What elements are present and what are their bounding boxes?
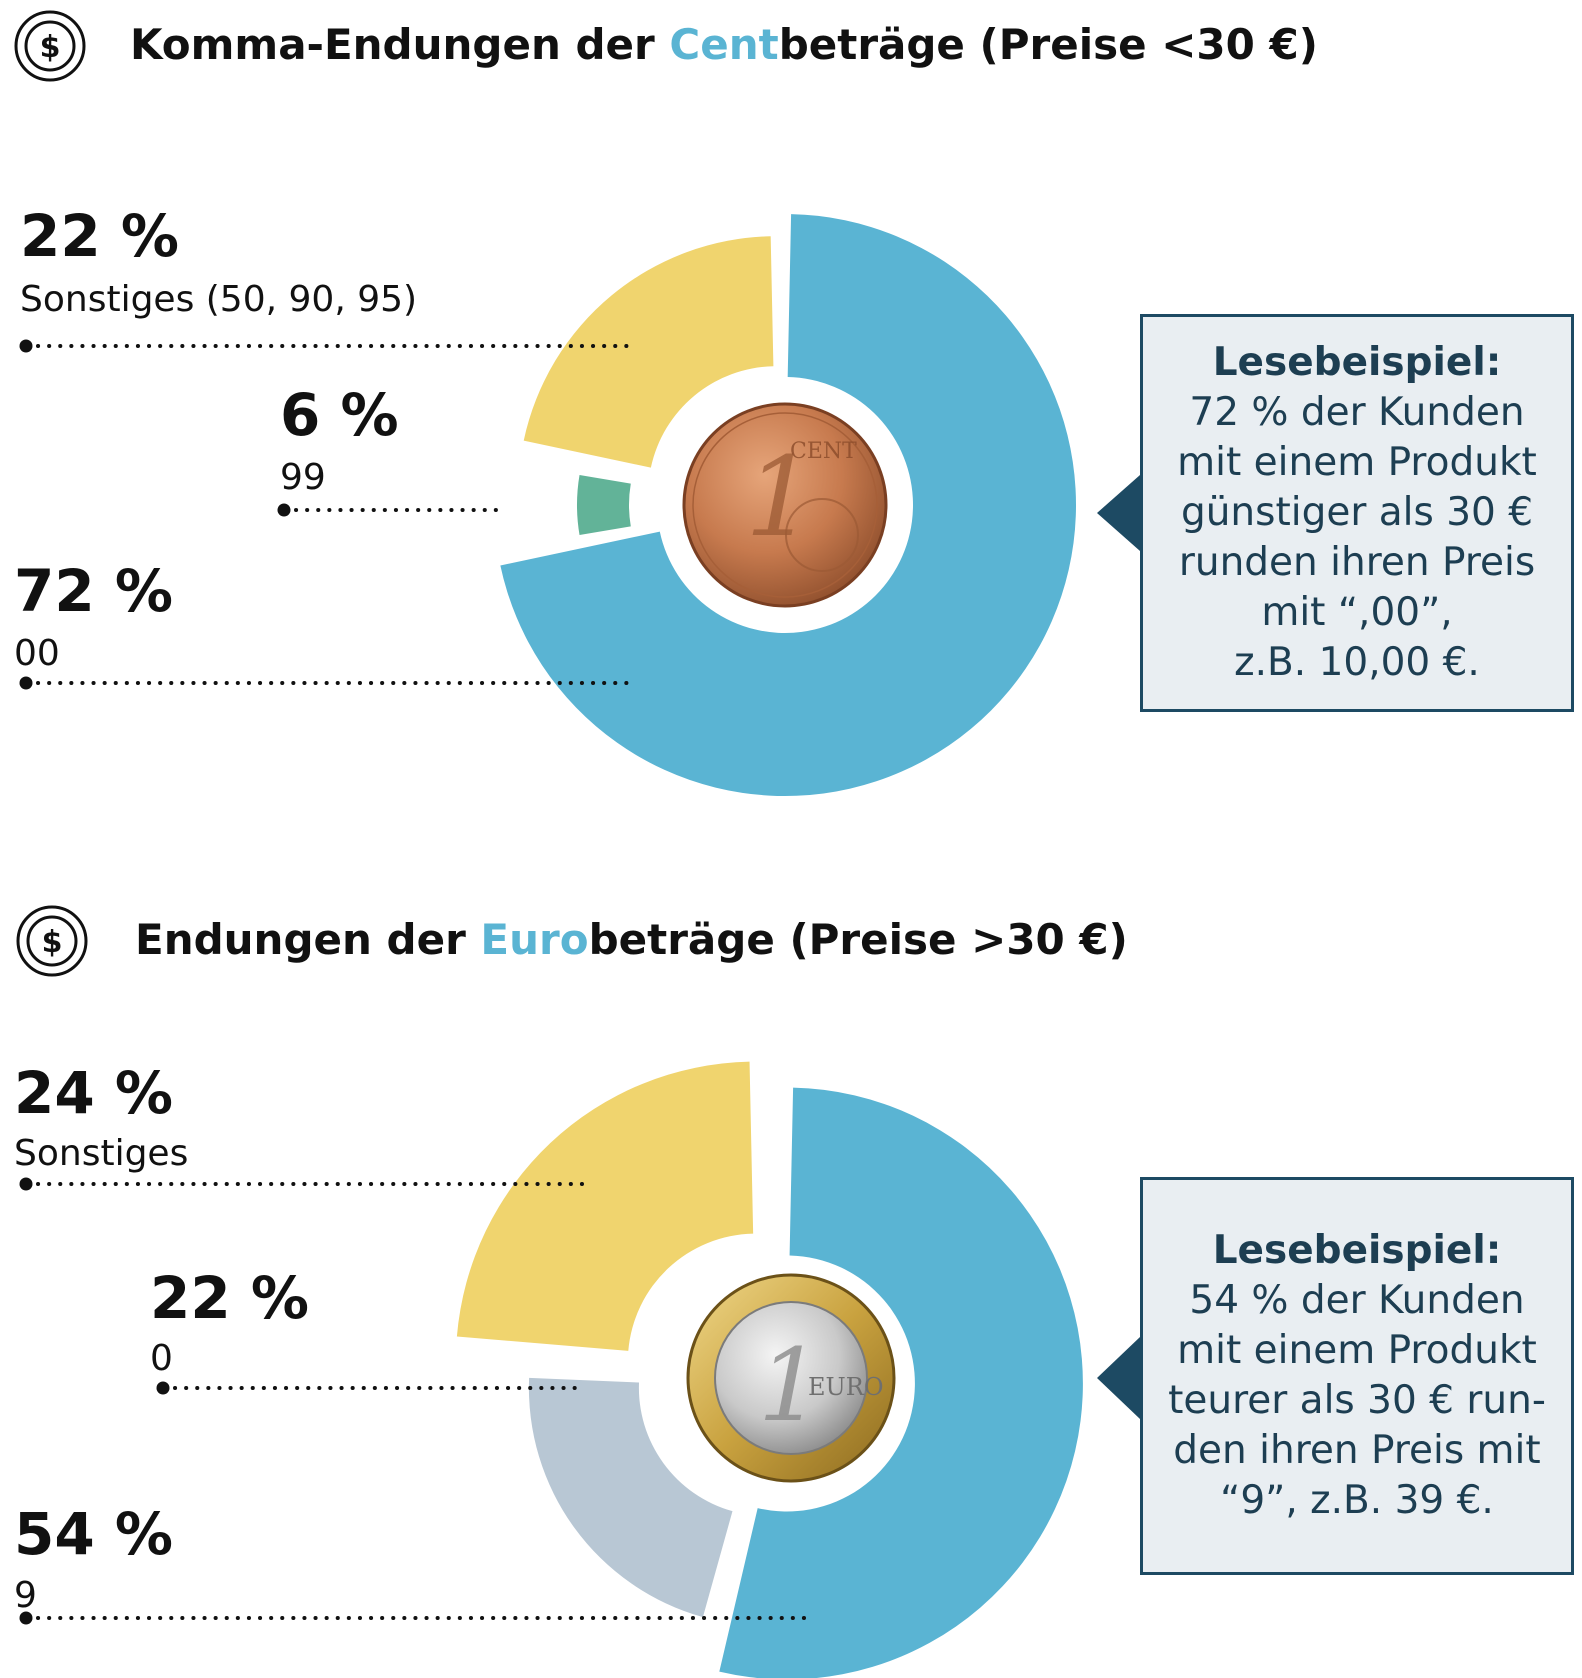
callout-pointer (1097, 475, 1140, 551)
pie-slice-00 (500, 214, 1077, 796)
pie-slice-sonstiges (456, 1061, 754, 1351)
chart-2-slices (456, 1061, 1083, 1678)
reading-example-line: teurer als 30 € run- (1168, 1378, 1546, 1423)
title-text-post: beträge (Preise >30 €) (588, 915, 1128, 964)
pie-slice-sonstiges-50-90-95 (523, 236, 774, 468)
title-text-pre: Endungen der (135, 915, 481, 964)
reading-example-line: mit einem Produkt (1177, 440, 1537, 485)
title-text-accent: Euro (480, 915, 589, 964)
svg-text:$: $ (42, 925, 63, 960)
reading-example-title: Lesebeispiel: (1212, 1228, 1502, 1273)
svg-text:1: 1 (758, 1327, 822, 1444)
title-text-accent: Cent (669, 20, 779, 69)
euro-coin: 1 EURO (686, 1273, 896, 1483)
title-text-post: beträge (Preise <30 €) (778, 20, 1318, 69)
leader-line-dot (19, 1611, 33, 1625)
slice-value-label: 72 % (14, 557, 174, 625)
leader-line-dot (19, 1177, 33, 1191)
reading-example-line: 54 % der Kunden (1189, 1278, 1525, 1323)
reading-example-line: z.B. 10,00 €. (1234, 640, 1480, 685)
reading-example-line: “9”, z.B. 39 €. (1220, 1478, 1494, 1523)
pie-slice-9 (719, 1087, 1083, 1678)
slice-value-label: 54 % (14, 1500, 174, 1568)
reading-example-line: mit “,00”, (1261, 590, 1453, 635)
slice-category-label: Sonstiges (50, 90, 95) (20, 279, 418, 320)
reading-example-box: Lesebeispiel: 72 % der Kunden mit einem … (1140, 314, 1574, 712)
pie-slice-99 (577, 474, 631, 536)
svg-text:$: $ (40, 30, 61, 65)
svg-text:EURO: EURO (808, 1373, 884, 1401)
chart-title: Endungen der Eurobeträge (Preise >30 €) (135, 915, 1128, 964)
callout-pointer (1097, 1337, 1140, 1419)
slice-category-label: 00 (14, 633, 60, 674)
dollar-circle-icon: $ (14, 10, 86, 82)
euro-cent-coin: 1 CENT (682, 402, 888, 608)
slice-category-label: 99 (280, 457, 326, 498)
leader-line-dot (156, 1381, 170, 1395)
leader-line-dot (19, 676, 33, 690)
svg-text:CENT: CENT (790, 439, 857, 464)
leader-line-dot (19, 339, 33, 353)
svg-text:1: 1 (745, 433, 815, 561)
slice-value-label: 22 % (150, 1264, 310, 1332)
dollar-circle-icon: $ (16, 905, 88, 977)
reading-example-title: Lesebeispiel: (1212, 340, 1502, 385)
pie-slice-0 (528, 1377, 733, 1618)
slice-category-label: 0 (150, 1338, 173, 1379)
reading-example-box: Lesebeispiel: 54 % der Kunden mit einem … (1140, 1177, 1574, 1575)
reading-example-line: den ihren Preis mit (1173, 1428, 1541, 1473)
slice-category-label: Sonstiges (14, 1133, 189, 1174)
reading-example-line: mit einem Produkt (1177, 1328, 1537, 1373)
title-text-pre: Komma-Endungen der (130, 20, 670, 69)
chart-title: Komma-Endungen der Centbeträge (Preise <… (130, 20, 1318, 69)
reading-example-line: runden ihren Preis (1178, 540, 1536, 585)
reading-example-line: 72 % der Kunden (1189, 390, 1525, 435)
slice-value-label: 22 % (20, 202, 180, 270)
reading-example-line: günstiger als 30 € (1180, 490, 1534, 535)
chart-1-slices (500, 214, 1077, 796)
slice-value-label: 24 % (14, 1059, 174, 1127)
slice-value-label: 6 % (280, 381, 399, 449)
leader-line-dot (277, 503, 291, 517)
slice-category-label: 9 (14, 1575, 37, 1616)
